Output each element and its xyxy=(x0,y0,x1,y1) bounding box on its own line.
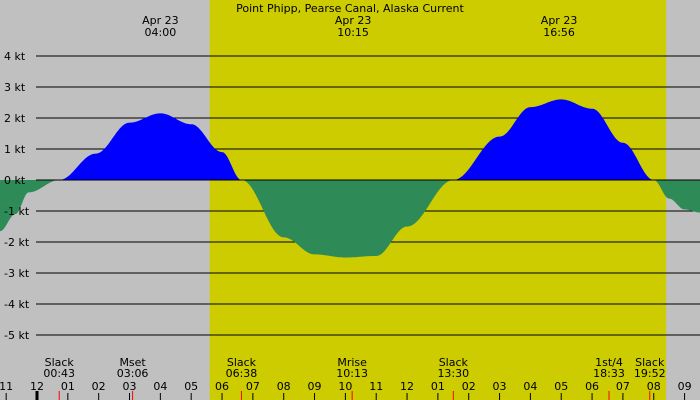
x-tick-label: 10 xyxy=(338,380,352,393)
y-tick-label: 3 kt xyxy=(4,81,26,94)
x-tick-label: 07 xyxy=(246,380,260,393)
top-event-date: Apr 23 xyxy=(335,14,372,27)
x-tick-label: 06 xyxy=(585,380,599,393)
flood-area-3 xyxy=(454,99,653,180)
ebb-area-2 xyxy=(242,180,453,258)
x-tick-label: 03 xyxy=(123,380,137,393)
ebb-area-4 xyxy=(654,180,700,213)
y-tick-label: -4 kt xyxy=(4,298,30,311)
bottom-event-name: Slack xyxy=(45,356,75,369)
y-tick-label: -5 kt xyxy=(4,329,30,342)
event-markers xyxy=(35,391,651,400)
bottom-event-time: 19:52 xyxy=(634,367,666,380)
top-event-time: 10:15 xyxy=(337,26,369,39)
bottom-event-name: Slack xyxy=(227,356,257,369)
x-tick-label: 12 xyxy=(400,380,414,393)
x-tick-label: 09 xyxy=(678,380,692,393)
y-tick-labels: 4 kt 3 kt 2 kt 1 kt 0 kt -1 kt -2 kt -3 kt -4 kt… xyxy=(4,50,30,342)
x-tick-label: 11 xyxy=(369,380,383,393)
current-areas xyxy=(0,99,700,258)
bottom-event-time: 10:13 xyxy=(336,367,368,380)
top-event-time: 04:00 xyxy=(145,26,177,39)
x-tick-label: 06 xyxy=(215,380,229,393)
y-tick-label: 1 kt xyxy=(4,143,26,156)
bottom-event-name: Slack xyxy=(635,356,665,369)
bottom-event-name: 1st/4 xyxy=(595,356,623,369)
x-tick-label: 11 xyxy=(0,380,13,393)
y-tick-label: -2 kt xyxy=(4,236,30,249)
x-tick-label: 05 xyxy=(554,380,568,393)
bottom-event-name: Mset xyxy=(119,356,146,369)
x-tick-label: 01 xyxy=(431,380,445,393)
x-tick-label: 04 xyxy=(523,380,537,393)
x-tick-label: 02 xyxy=(462,380,476,393)
ebb-area-0 xyxy=(0,180,59,232)
x-tick-label: 03 xyxy=(493,380,507,393)
midnight-marker xyxy=(35,391,39,400)
y-tick-label: 2 kt xyxy=(4,112,26,125)
y-tick-label: 0 kt xyxy=(4,174,26,187)
chart-title: Point Phipp, Pearse Canal, Alaska Curren… xyxy=(236,2,464,15)
x-tick-label: 12 xyxy=(30,380,44,393)
bottom-event-time: 06:38 xyxy=(226,367,258,380)
bottom-event-name: Mrise xyxy=(337,356,367,369)
x-tick-label: 05 xyxy=(184,380,198,393)
x-tick-labels: 11 12 01 02 03 04 05 06 07 08 09 10 11 12 01 02 03 04 05 06… xyxy=(0,380,692,400)
x-tick-label: 09 xyxy=(308,380,322,393)
x-tick-label: 01 xyxy=(61,380,75,393)
x-tick-label: 07 xyxy=(616,380,630,393)
bottom-event-name: Slack xyxy=(439,356,469,369)
top-event-date: Apr 23 xyxy=(142,14,179,27)
y-tick-label: -1 kt xyxy=(4,205,30,218)
bottom-event-time: 13:30 xyxy=(437,367,469,380)
bottom-event-time: 18:33 xyxy=(593,367,625,380)
y-tick-label: 4 kt xyxy=(4,50,26,63)
x-tick-label: 08 xyxy=(647,380,661,393)
top-event-time: 16:56 xyxy=(543,26,575,39)
y-tick-label: -3 kt xyxy=(4,267,30,280)
x-tick-label: 08 xyxy=(277,380,291,393)
bottom-event-time: 03:06 xyxy=(117,367,149,380)
bottom-event-labels: Slack00:43Mset03:06Slack06:38Mrise10:13S… xyxy=(43,356,665,380)
flood-area-1 xyxy=(60,113,241,180)
x-tick-label: 04 xyxy=(153,380,167,393)
bottom-event-time: 00:43 xyxy=(43,367,75,380)
x-tick-label: 02 xyxy=(92,380,106,393)
top-event-date: Apr 23 xyxy=(541,14,578,27)
